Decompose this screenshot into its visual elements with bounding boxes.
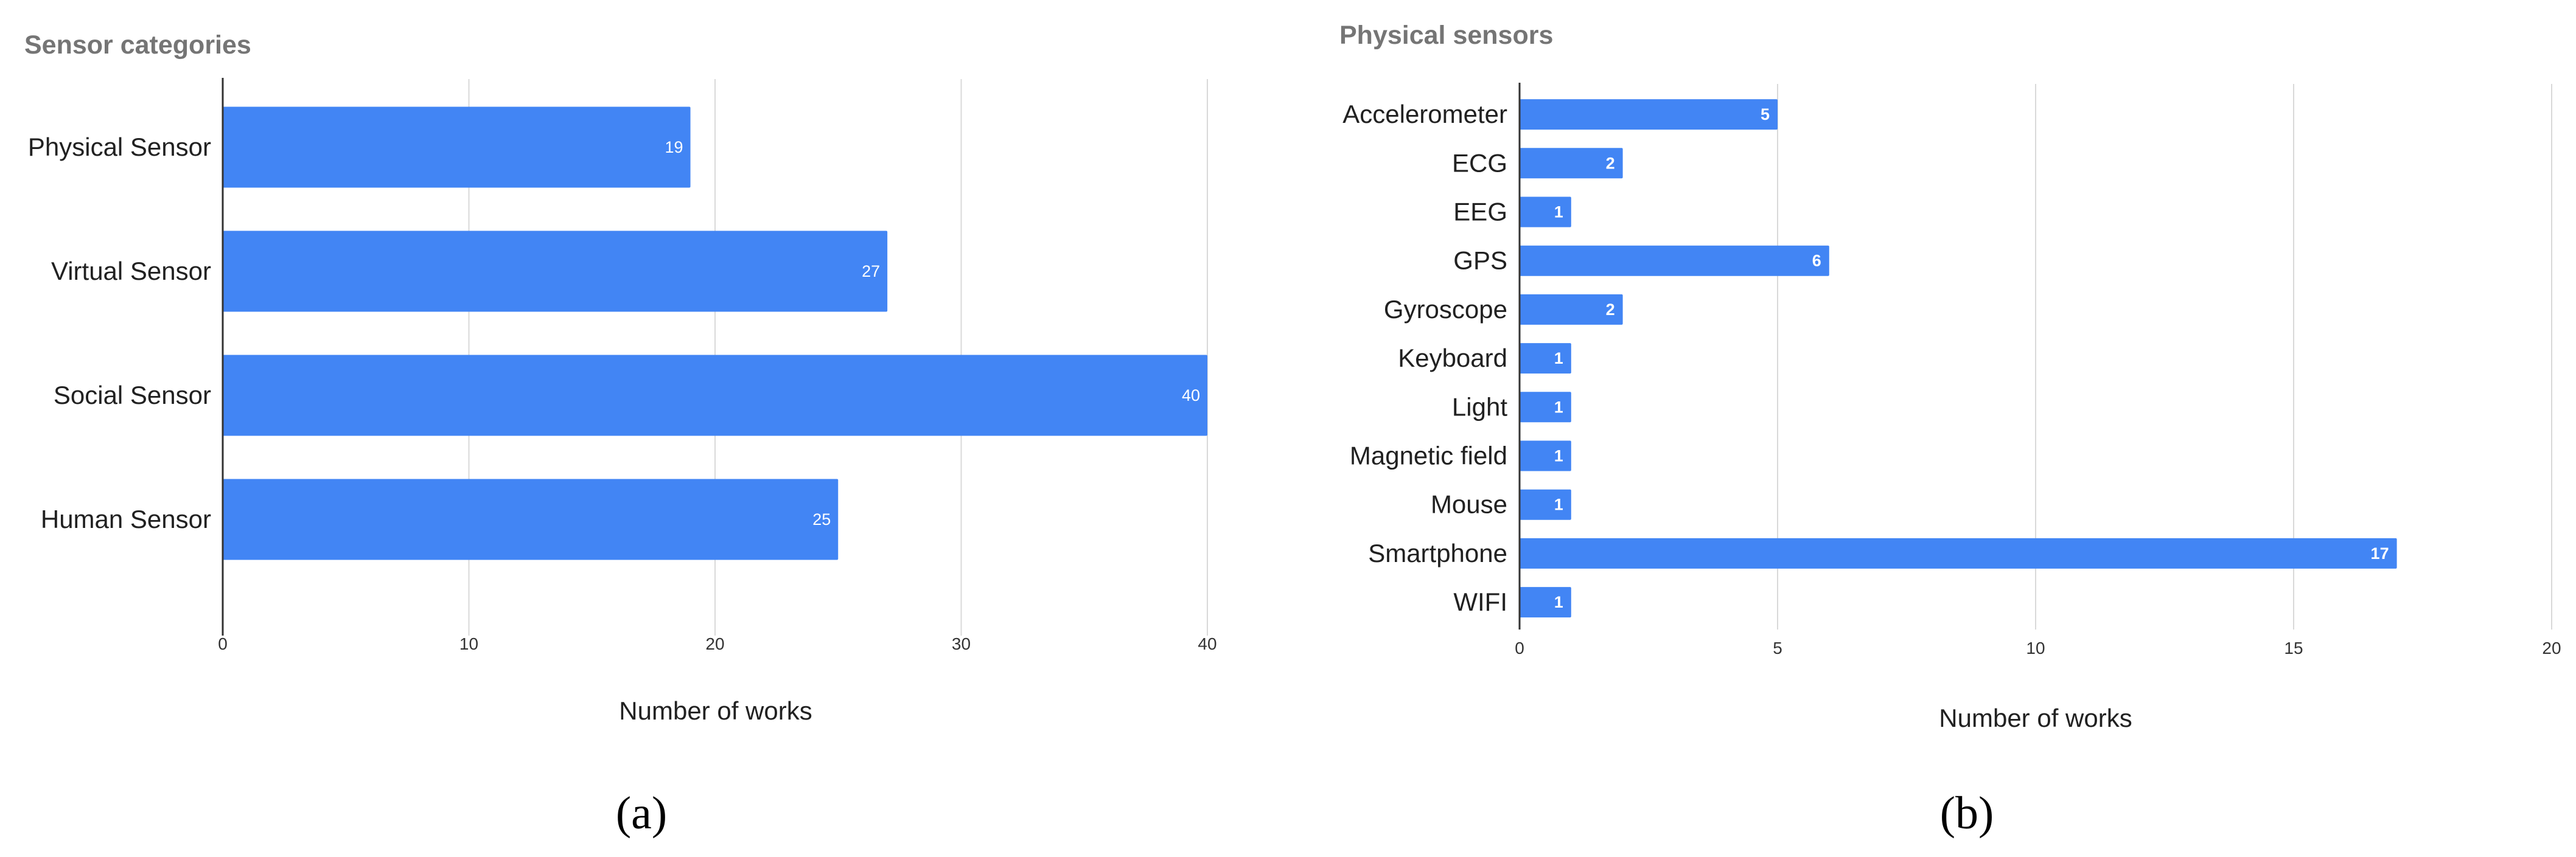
- chart-b-x-tick-label: 5: [1773, 639, 1782, 657]
- chart-b-bar: [1520, 245, 1829, 276]
- chart-b-data-label: 5: [1761, 105, 1770, 123]
- chart-b-bar: [1520, 538, 2397, 569]
- chart-a-category-label: Physical Sensor: [28, 133, 211, 161]
- chart-a-data-label: 40: [1182, 386, 1200, 404]
- chart-b-x-tick-label: 0: [1515, 639, 1524, 657]
- chart-b-bar: [1520, 148, 1623, 179]
- chart-b-category-label: Mouse: [1431, 490, 1507, 519]
- chart-b-category-label: Gyroscope: [1384, 295, 1507, 324]
- chart-a: Sensor categories 19 27 40 25 Physical Sens…: [24, 30, 1217, 839]
- chart-b-category-label: Smartphone: [1368, 539, 1507, 567]
- chart-b-bar: [1520, 99, 1778, 130]
- chart-b-bar: [1520, 196, 1571, 227]
- chart-a-data-label: 27: [862, 262, 880, 280]
- chart-b-bars: 5 2 1 6 2 1 1 1 1 17 1: [1520, 99, 2397, 618]
- chart-b-category-label: WIFI: [1453, 588, 1507, 616]
- chart-b-bar: [1520, 392, 1571, 423]
- chart-b-data-label: 1: [1554, 398, 1563, 416]
- chart-b-bar: [1520, 587, 1571, 618]
- chart-b-bar: [1520, 489, 1571, 520]
- chart-a-bar: [223, 106, 691, 188]
- chart-a-x-axis-title: Number of works: [619, 696, 812, 725]
- chart-a-bars: 19 27 40 25: [223, 106, 1207, 560]
- chart-b-x-tick-label: 20: [2542, 639, 2561, 657]
- chart-a-panel-label: (a): [616, 788, 667, 839]
- chart-b-bar: [1520, 440, 1571, 471]
- chart-b-category-label: Keyboard: [1398, 344, 1507, 372]
- chart-b-category-label: Light: [1452, 392, 1507, 421]
- chart-b-category-label: Accelerometer: [1342, 100, 1507, 128]
- chart-b-data-label: 1: [1554, 349, 1563, 367]
- chart-b-bar: [1520, 294, 1623, 325]
- chart-b-data-label: 1: [1554, 203, 1563, 221]
- chart-b-category-label: GPS: [1453, 246, 1507, 275]
- chart-b-x-tick-label: 15: [2284, 639, 2303, 657]
- chart-b-title: Physical sensors: [1339, 21, 1553, 50]
- chart-b-panel-label: (b): [1940, 788, 1994, 839]
- chart-a-category-label: Human Sensor: [41, 505, 211, 533]
- chart-b-data-label: 2: [1606, 154, 1615, 172]
- chart-a-data-label: 19: [665, 138, 683, 156]
- chart-b-category-labels: Accelerometer ECG EEG GPS Gyroscope Keyboard L…: [1342, 100, 1507, 616]
- chart-b-category-label: ECG: [1452, 148, 1507, 177]
- chart-b-data-label: 1: [1554, 447, 1563, 465]
- chart-b-tick-labels: 0 5 10 15 20: [1515, 639, 2561, 657]
- chart-a-bar: [223, 479, 839, 560]
- chart-a-category-label: Social Sensor: [54, 381, 211, 409]
- chart-b-bar: [1520, 343, 1571, 374]
- chart-a-category-labels: Physical Sensor Virtual Sensor Social Sens…: [28, 133, 211, 533]
- chart-a-category-label: Virtual Sensor: [51, 257, 211, 285]
- chart-a-x-tick-label: 40: [1198, 634, 1216, 653]
- chart-b: Physical sensors 5 2 1 6 2 1 1 1 1 17 1 Accelerome…: [1339, 21, 2561, 839]
- chart-a-x-tick-label: 30: [952, 634, 971, 653]
- chart-b-data-label: 2: [1606, 300, 1615, 319]
- chart-a-bar: [223, 355, 1207, 436]
- chart-a-data-label: 25: [812, 510, 831, 529]
- chart-b-category-label: Magnetic field: [1350, 442, 1507, 470]
- chart-a-bar: [223, 231, 888, 312]
- chart-b-x-tick-label: 10: [2026, 639, 2045, 657]
- chart-a-x-tick-label: 20: [705, 634, 724, 653]
- chart-a-x-tick-label: 10: [459, 634, 478, 653]
- chart-b-category-label: EEG: [1453, 198, 1507, 226]
- chart-a-title: Sensor categories: [24, 30, 251, 60]
- chart-a-tick-labels: 0 10 20 30 40: [218, 634, 1216, 653]
- chart-a-x-tick-label: 0: [218, 634, 228, 653]
- chart-b-data-label: 1: [1554, 593, 1563, 611]
- chart-b-x-axis-title: Number of works: [1939, 704, 2132, 732]
- chart-b-data-label: 1: [1554, 496, 1563, 514]
- chart-b-data-label: 6: [1812, 252, 1821, 270]
- chart-b-data-label: 17: [2371, 544, 2389, 563]
